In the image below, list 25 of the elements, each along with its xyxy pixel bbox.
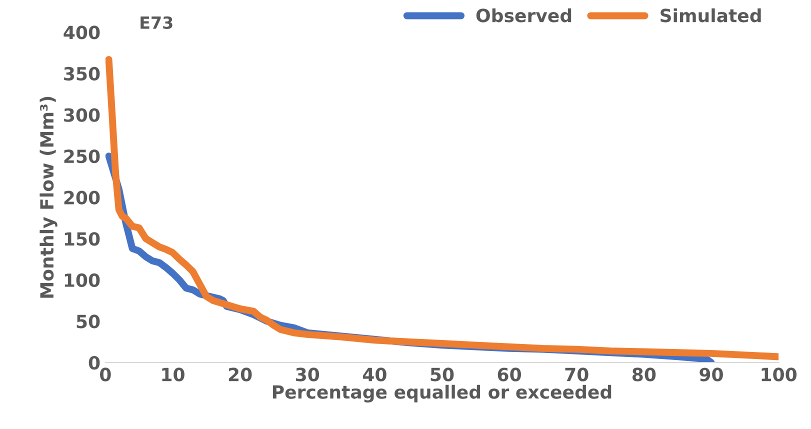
x-axis-title: Percentage equalled or exceeded xyxy=(273,384,612,402)
y-tick-label: 400 xyxy=(64,26,100,40)
x-tick-label: 20 xyxy=(228,368,252,382)
y-tick-label: 300 xyxy=(64,108,100,122)
legend-label: Observed xyxy=(476,8,572,22)
chart-title: E73 xyxy=(140,16,172,29)
x-tick-label: 30 xyxy=(296,368,320,382)
y-tick-label: 350 xyxy=(64,66,100,81)
x-tick-label: 10 xyxy=(162,368,184,382)
x-tick-label: 90 xyxy=(700,368,723,382)
y-tick-label: 250 xyxy=(64,150,100,164)
y-tick-label: 100 xyxy=(64,273,100,288)
x-tick-label: 60 xyxy=(498,368,522,382)
x-tick-label: 40 xyxy=(362,368,386,382)
x-tick-label: 80 xyxy=(632,368,656,382)
x-tick-label: 50 xyxy=(430,368,454,382)
x-tick-label: 70 xyxy=(565,368,588,382)
x-tick-label: 0 xyxy=(100,368,111,382)
y-tick-label: 0 xyxy=(88,356,100,370)
y-tick-label: 200 xyxy=(64,190,100,204)
y-tick-label: 50 xyxy=(76,314,100,328)
x-tick-label: 100 xyxy=(762,368,797,382)
y-tick-label: 150 xyxy=(64,232,100,246)
legend-label: Simulated xyxy=(660,8,761,22)
y-axis-title: Monthly Flow (Mm³) xyxy=(40,96,58,298)
